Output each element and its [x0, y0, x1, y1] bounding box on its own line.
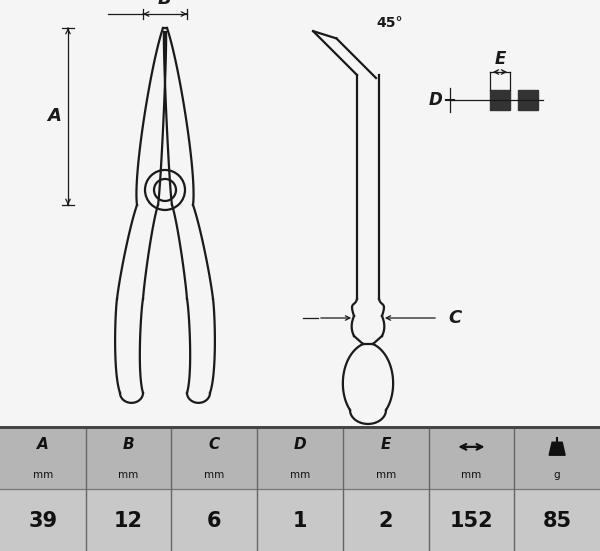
Bar — [0, 427, 600, 489]
Text: B: B — [123, 437, 134, 452]
Text: A: A — [47, 107, 61, 126]
Text: 45°: 45° — [377, 16, 403, 30]
Polygon shape — [549, 442, 565, 455]
Text: mm: mm — [290, 471, 310, 480]
Text: C: C — [448, 309, 461, 327]
Text: mm: mm — [461, 471, 482, 480]
Text: mm: mm — [33, 471, 53, 480]
Text: mm: mm — [204, 471, 224, 480]
Text: 2: 2 — [379, 511, 393, 531]
Text: 85: 85 — [542, 511, 572, 531]
Text: 6: 6 — [207, 511, 221, 531]
Text: E: E — [380, 437, 391, 452]
Text: E: E — [494, 50, 506, 68]
Text: A: A — [37, 437, 49, 452]
Text: D: D — [293, 437, 307, 452]
Text: B: B — [158, 0, 172, 8]
Text: 1: 1 — [293, 511, 307, 531]
Bar — [0, 427, 600, 551]
Bar — [0, 0, 600, 427]
Bar — [518, 90, 538, 110]
Text: g: g — [554, 471, 560, 480]
Text: 39: 39 — [28, 511, 58, 531]
Text: mm: mm — [376, 471, 396, 480]
Bar — [490, 90, 510, 110]
Text: D: D — [429, 91, 443, 109]
Text: C: C — [209, 437, 220, 452]
Text: 152: 152 — [449, 511, 493, 531]
Text: mm: mm — [118, 471, 139, 480]
Text: 12: 12 — [114, 511, 143, 531]
